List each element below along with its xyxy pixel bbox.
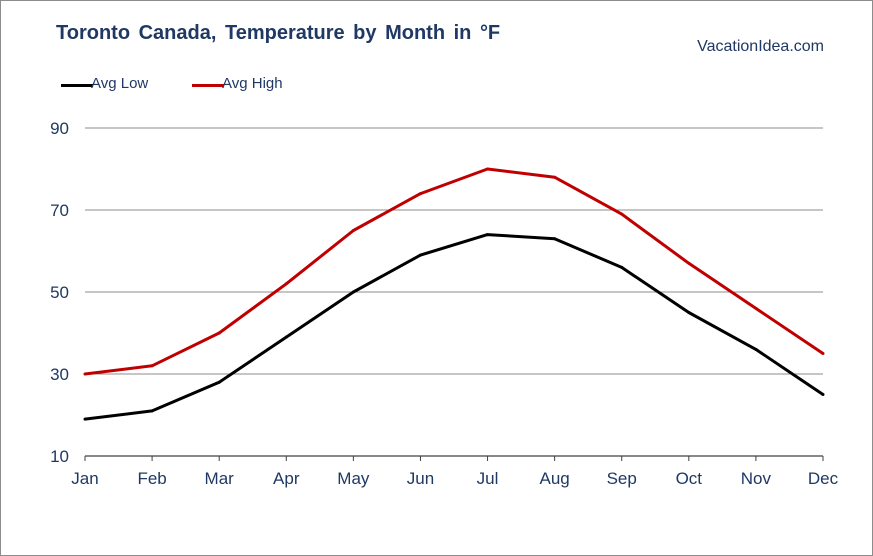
x-tick-label-feb: Feb — [137, 469, 166, 488]
source-label: VacationIdea.com — [697, 38, 824, 55]
data-point-avg-low-oct — [687, 311, 691, 314]
data-point-avg-high-aug — [553, 175, 557, 179]
data-point-avg-high-mar — [217, 331, 221, 335]
data-point-avg-low-aug — [553, 237, 557, 241]
data-point-avg-high-jan — [83, 372, 87, 376]
x-tick-label-may: May — [337, 469, 370, 488]
data-point-avg-high-oct — [687, 261, 691, 265]
data-point-avg-high-feb — [150, 364, 154, 368]
series-line-avg-high — [84, 167, 824, 376]
chart-title: Toronto Canada, Temperature by Month in … — [56, 22, 501, 44]
data-point-avg-low-may — [351, 290, 355, 294]
legend-swatch-avg-high — [192, 84, 224, 87]
y-tick-label-30: 30 — [50, 365, 69, 384]
data-point-avg-low-apr — [284, 335, 288, 339]
x-tick-label-aug: Aug — [540, 469, 570, 488]
x-tick-label-apr: Apr — [273, 469, 300, 488]
legend-swatch-avg-low — [61, 84, 93, 87]
legend-label-avg-high: Avg High — [222, 75, 283, 92]
data-point-avg-low-sep — [620, 265, 624, 269]
data-point-avg-low-nov — [754, 347, 758, 351]
y-tick-label-90: 90 — [50, 119, 69, 138]
y-tick-label-10: 10 — [50, 447, 69, 466]
x-tick-label-jun: Jun — [407, 469, 434, 488]
data-point-avg-low-jan — [83, 417, 87, 421]
x-tick-label-oct: Oct — [676, 469, 703, 488]
x-tick-label-nov: Nov — [741, 469, 772, 488]
data-point-avg-low-dec — [821, 393, 825, 396]
data-point-avg-low-jun — [418, 253, 422, 257]
data-point-avg-low-mar — [217, 380, 221, 384]
data-point-avg-high-may — [351, 229, 355, 232]
data-point-avg-low-jul — [486, 233, 490, 237]
x-tick-label-sep: Sep — [607, 469, 637, 488]
data-point-avg-high-nov — [754, 306, 758, 310]
data-point-avg-high-jun — [418, 192, 422, 196]
y-tick-label-70: 70 — [50, 201, 69, 220]
y-tick-label-50: 50 — [50, 283, 69, 302]
series-line-avg-low — [84, 233, 824, 421]
data-point-avg-high-apr — [284, 282, 288, 286]
x-tick-label-jul: Jul — [477, 469, 499, 488]
x-tick-label-dec: Dec — [808, 469, 839, 488]
data-point-avg-low-feb — [150, 409, 154, 413]
x-tick-label-mar: Mar — [205, 469, 235, 488]
data-point-avg-high-sep — [620, 212, 624, 216]
data-point-avg-high-jul — [486, 167, 490, 171]
legend-label-avg-low: Avg Low — [91, 75, 149, 92]
data-point-avg-high-dec — [821, 352, 825, 355]
x-tick-label-jan: Jan — [71, 469, 98, 488]
